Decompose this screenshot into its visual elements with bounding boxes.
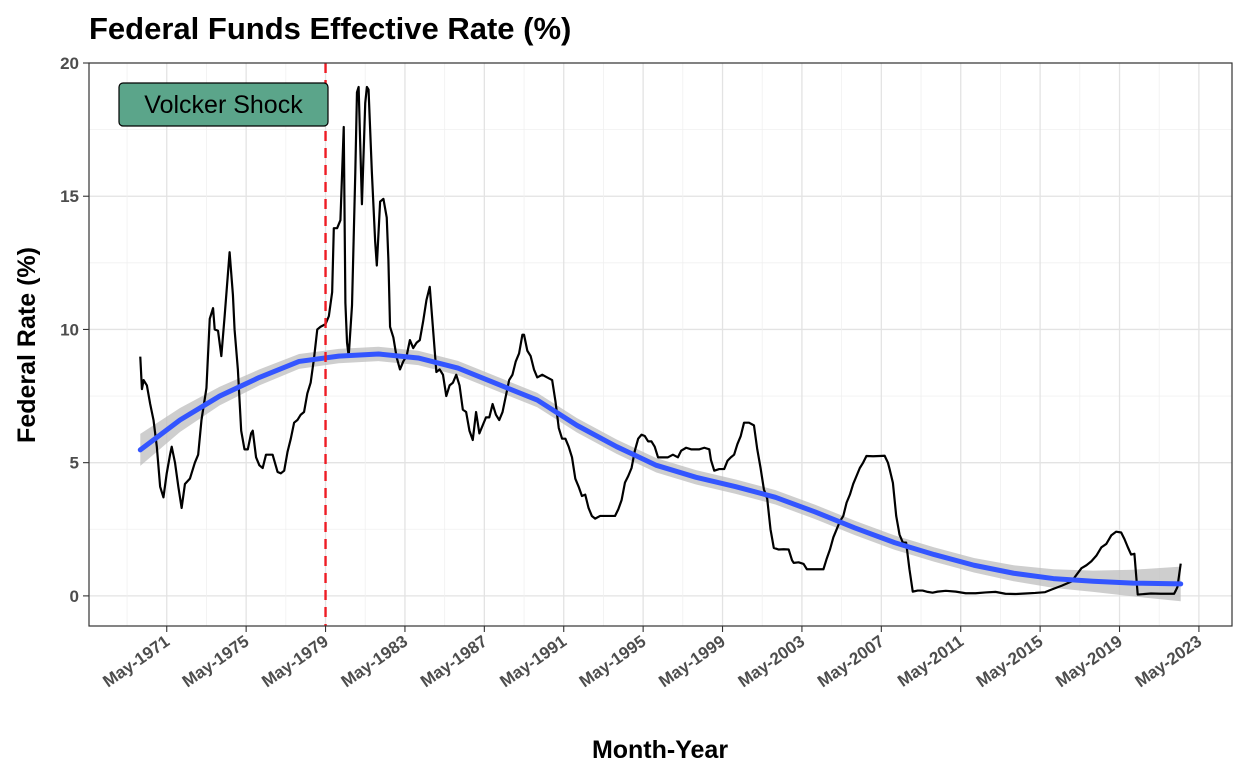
y-tick-label: 15 [60, 187, 79, 206]
annotation-text: Volcker Shock [144, 91, 303, 119]
rate-line [139, 85, 1182, 596]
y-tick-label: 20 [60, 54, 79, 73]
y-axis-title: Federal Rate (%) [13, 247, 41, 443]
chart-title: Federal Funds Effective Rate (%) [89, 11, 571, 46]
marks [137, 63, 1184, 626]
smooth-line [137, 351, 1184, 587]
annotation: Volcker Shock [118, 82, 329, 127]
y-tick-label: 10 [60, 320, 79, 339]
y-tick-label: 0 [70, 587, 79, 606]
y-tick-label: 5 [70, 454, 79, 473]
x-axis-title: Month-Year [592, 736, 728, 764]
annotation-box [118, 82, 329, 127]
panel-border [88, 62, 1233, 627]
